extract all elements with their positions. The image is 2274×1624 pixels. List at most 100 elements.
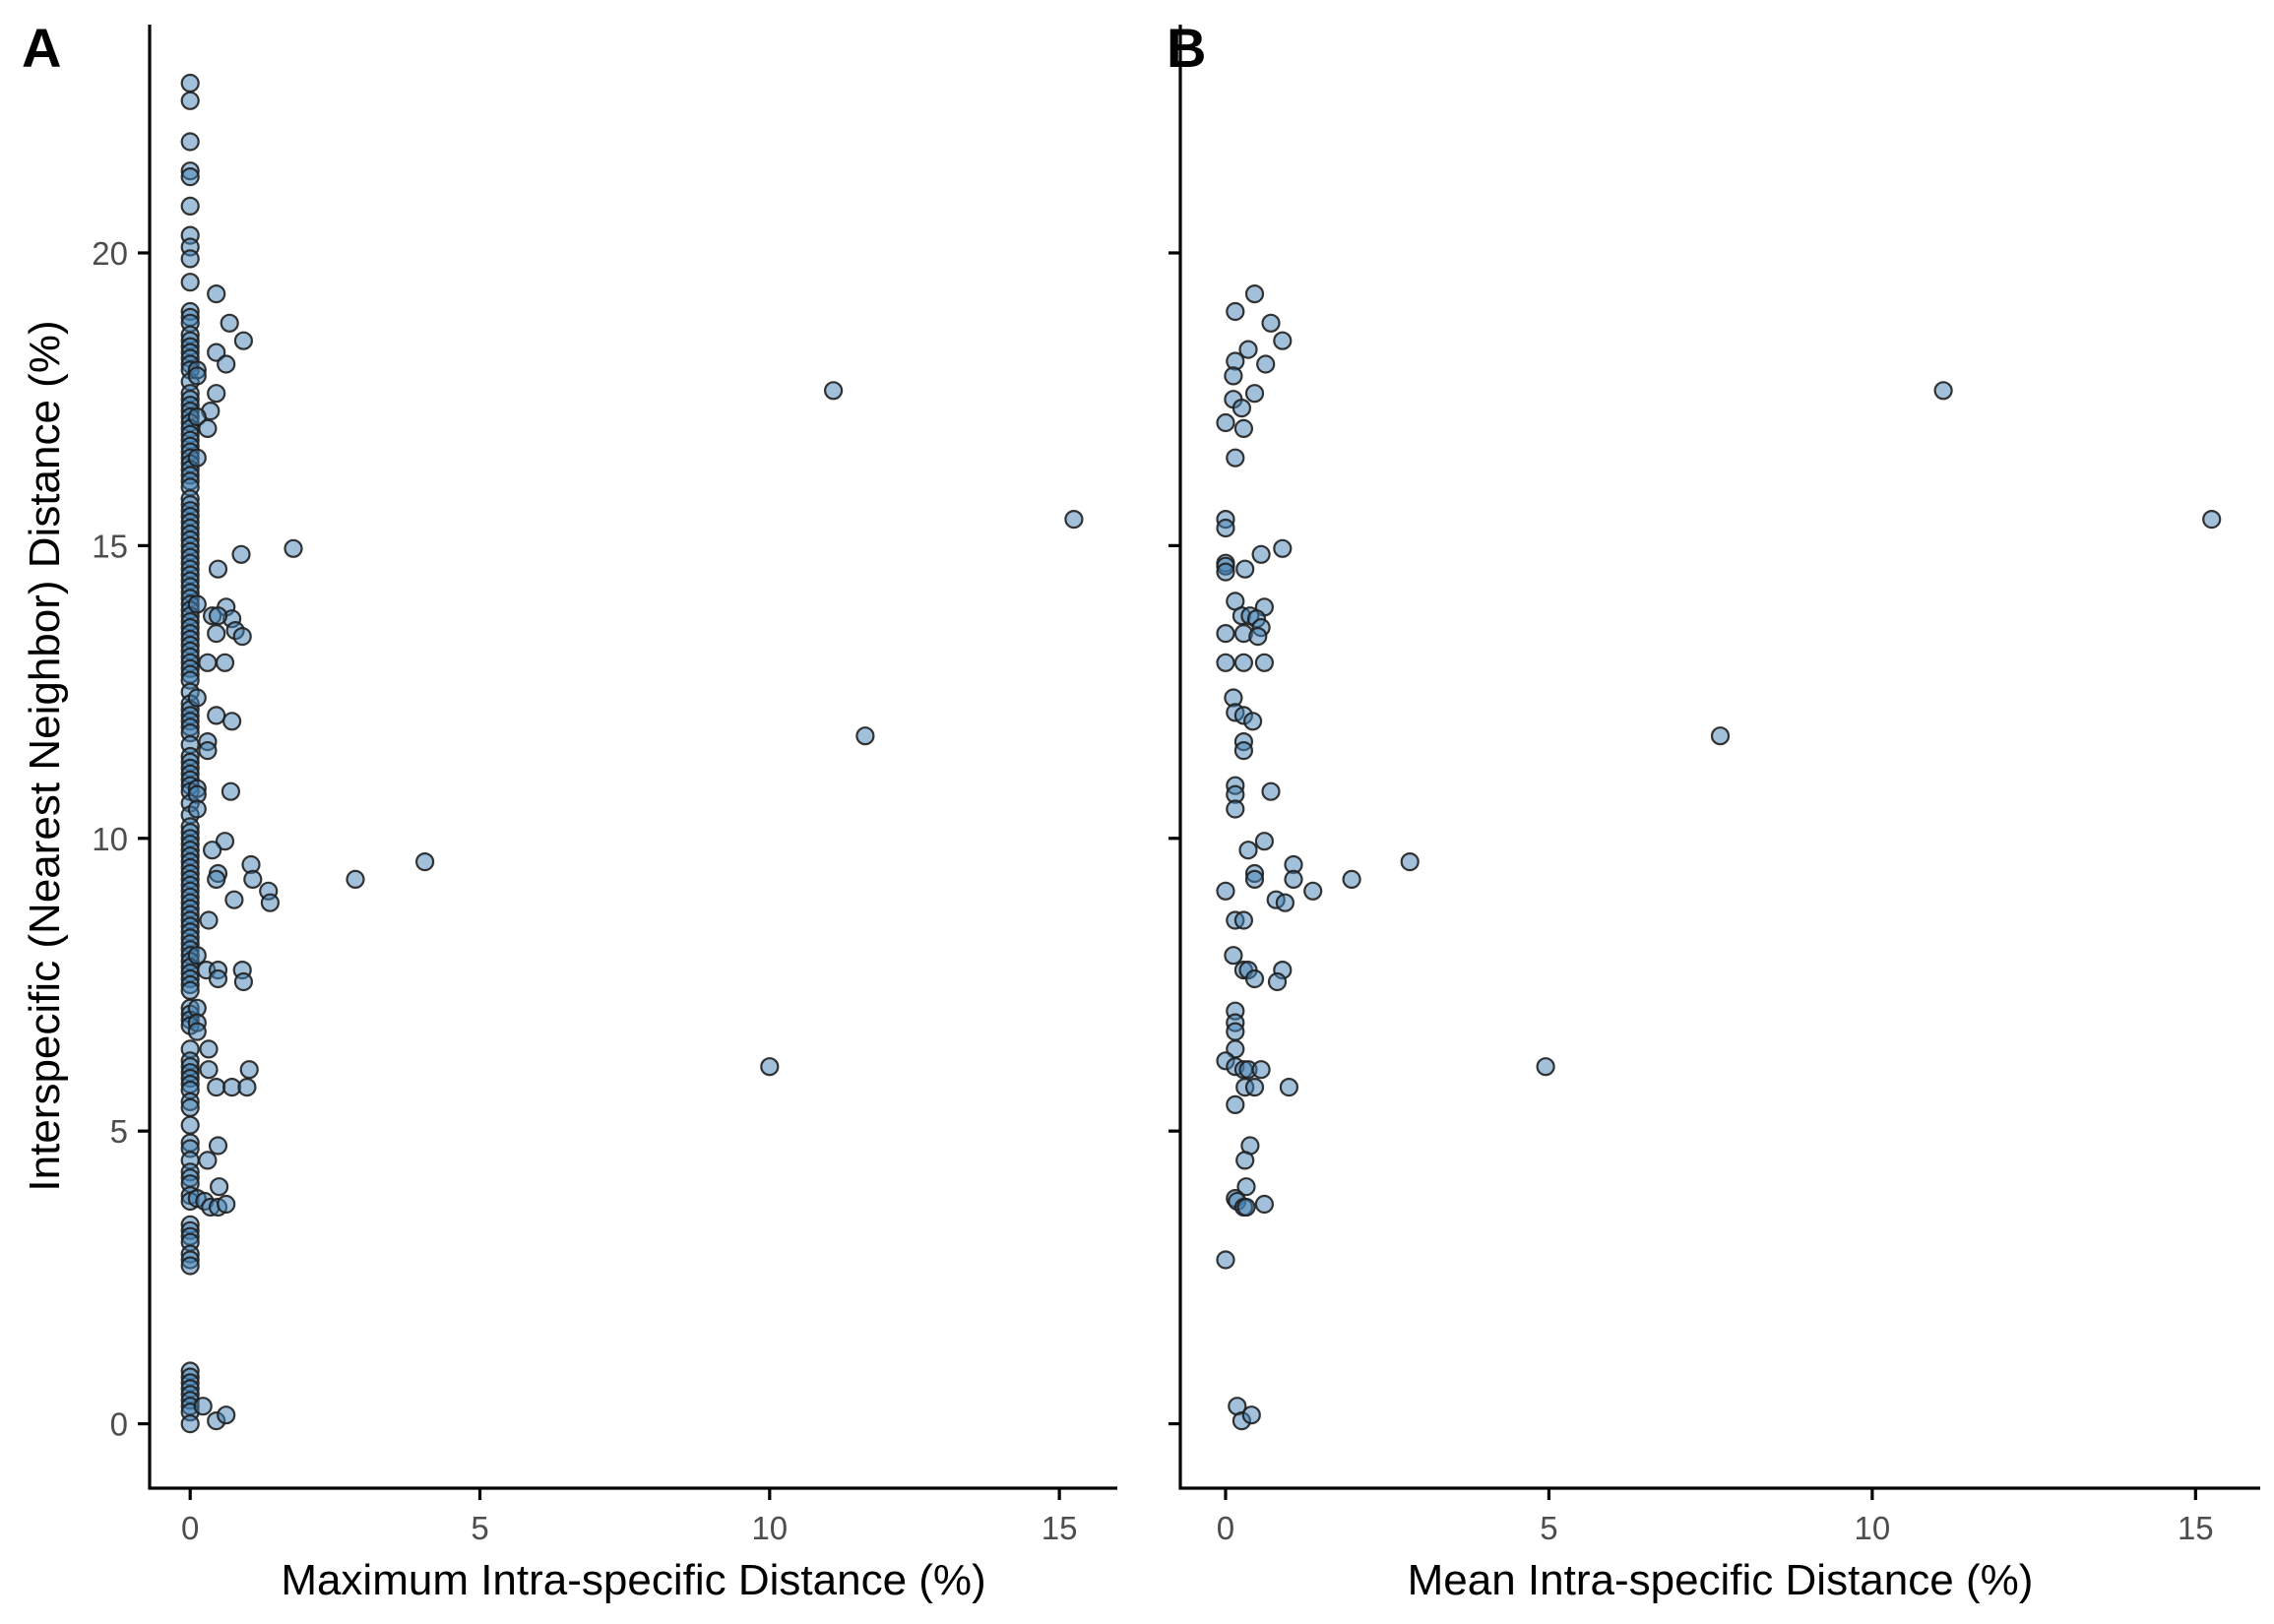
- panel-b-point: [1254, 832, 1275, 851]
- panel-a-point: [198, 653, 218, 672]
- panel-b-x-tick-label: 15: [2178, 1510, 2214, 1546]
- panel-b-point: [1273, 331, 1293, 350]
- panel-b-x-tick-label: 5: [1540, 1510, 1557, 1546]
- panel-a-point: [203, 841, 222, 860]
- panel-b-points: [1216, 284, 2222, 1431]
- panel-a-point: [217, 1194, 236, 1215]
- panel-a-point: [207, 1077, 226, 1097]
- panel-a-y-tick-label: 10: [92, 821, 128, 857]
- panel-b-point: [1251, 544, 1271, 564]
- panel-b-axes: [1178, 25, 2260, 1490]
- panel-a-point: [233, 971, 253, 992]
- panel-a-point: [187, 688, 207, 708]
- panel-b-point: [1400, 851, 1420, 872]
- panel-b-point: [1710, 726, 1731, 746]
- panel-b-x-ticks: 0 5 10 15: [1217, 1488, 2214, 1546]
- panel-b-point: [1233, 418, 1254, 438]
- panel-b-point: [1251, 1060, 1271, 1080]
- panel-b-point: [1244, 1077, 1265, 1097]
- panel-b-point: [1256, 354, 1276, 374]
- panel-a-point: [180, 167, 200, 187]
- panel-a-point: [207, 623, 226, 644]
- panel-b-point: [1216, 653, 1235, 672]
- panel-a-point: [239, 1060, 259, 1080]
- panel-b-point: [1236, 1177, 1256, 1197]
- panel-a-point: [823, 381, 844, 401]
- panel-b-point: [1261, 313, 1281, 333]
- panel-a-point: [180, 249, 200, 269]
- panel-a-point: [260, 893, 280, 912]
- panel-b-x-tick-label: 0: [1217, 1510, 1234, 1546]
- panel-a-point: [232, 626, 252, 647]
- panel-a-point: [231, 544, 251, 564]
- panel-a-point: [180, 91, 200, 110]
- panel-b-point: [1216, 412, 1235, 433]
- panel-a-point: [760, 1057, 780, 1077]
- panel-b-y-ticks: [1169, 251, 1180, 1426]
- panel-a-axes: [148, 25, 1117, 1490]
- panel-a-point: [207, 384, 226, 404]
- panel-b-point: [1244, 968, 1265, 989]
- panel-a-point: [233, 331, 253, 350]
- panel-b-point: [1273, 538, 1293, 558]
- panel-a-y-ticks: 0 5 10 15 20: [92, 235, 150, 1443]
- panel-b-x-axis-title: Mean Intra-specific Distance (%): [1408, 1556, 2034, 1604]
- panel-b-point: [1235, 1151, 1255, 1170]
- panel-b-point: [1238, 340, 1258, 359]
- panel-a-point: [187, 799, 207, 819]
- panel-a-point: [187, 448, 207, 468]
- panel-a-point: [208, 1136, 228, 1156]
- panel-b-point: [2202, 509, 2222, 530]
- panel-a-y-tick-label: 20: [92, 235, 128, 272]
- panel-b-point: [1236, 1197, 1256, 1218]
- panel-a-point: [210, 1177, 229, 1197]
- panel-a-point: [220, 313, 239, 333]
- panel-a-point: [215, 653, 235, 672]
- panel-a-y-tick-label: 15: [92, 528, 128, 564]
- panel-a-tag: A: [22, 17, 61, 79]
- panel-b-point: [1216, 518, 1235, 538]
- panel-b-point: [1254, 1194, 1275, 1215]
- panel-a-point: [221, 781, 240, 801]
- panel-a-point: [208, 968, 228, 989]
- panel-b-point: [1233, 910, 1254, 930]
- panel-a-point: [187, 406, 207, 427]
- panel-a-point: [193, 1397, 213, 1416]
- panel-b-point: [1238, 841, 1258, 860]
- panel-a-point: [207, 869, 226, 890]
- panel-a-point: [198, 740, 218, 761]
- panel-a-x-axis-title: Maximum Intra-specific Distance (%): [281, 1556, 985, 1604]
- panel-a-point: [180, 273, 200, 292]
- panel-a-point: [1064, 509, 1084, 530]
- panel-b-point: [1248, 626, 1268, 647]
- panel-a-point: [217, 354, 236, 374]
- panel-a-point: [199, 910, 219, 930]
- panel-a-point: [180, 1115, 200, 1135]
- panel-a-x-tick-label: 15: [1042, 1510, 1078, 1546]
- panel-a-point: [224, 890, 244, 909]
- panel-a-point: [237, 1077, 257, 1097]
- panel-a-point: [180, 1413, 200, 1434]
- panel-a-point: [243, 869, 263, 890]
- panel-b-point: [1342, 869, 1361, 890]
- panel-b-point: [1226, 448, 1245, 468]
- panel-b-point: [1216, 623, 1235, 644]
- panel-a-point: [180, 73, 200, 94]
- panel-b-point: [1303, 881, 1323, 901]
- panel-b-point: [1226, 799, 1245, 819]
- panel-a-points: [180, 73, 1084, 1434]
- panel-b-point: [1216, 562, 1235, 582]
- panel-b-point: [1244, 869, 1265, 890]
- panel-a-point: [198, 418, 218, 438]
- panel-b-point: [1235, 559, 1255, 579]
- panel-b-point: [1233, 740, 1254, 761]
- panel-b-point: [1226, 301, 1245, 322]
- panel-a-point: [180, 132, 200, 152]
- panel-a-point: [187, 594, 207, 614]
- panel-a-point: [187, 366, 207, 386]
- panel-a-y-tick-label: 5: [110, 1113, 128, 1150]
- panel-a-point: [187, 1022, 207, 1041]
- panel-a-point: [215, 832, 235, 851]
- panel-a: A 0 5 10 15 20 0 5 10 15 Maximum Intra-specific…: [21, 17, 1117, 1604]
